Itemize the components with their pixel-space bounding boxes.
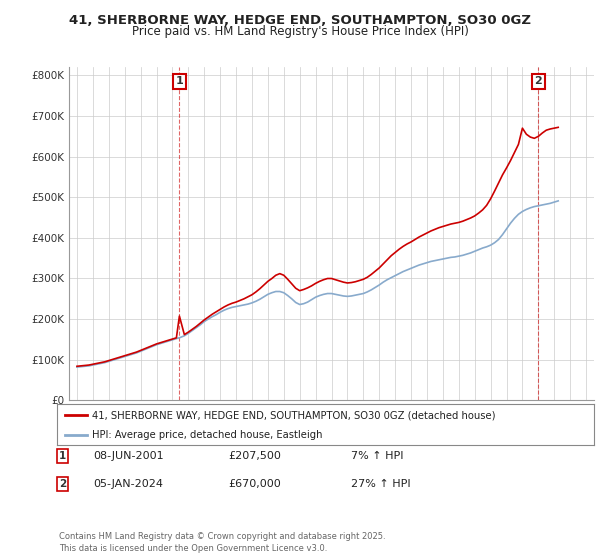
Text: £207,500: £207,500 (228, 451, 281, 461)
Text: 08-JUN-2001: 08-JUN-2001 (93, 451, 164, 461)
Text: 1: 1 (59, 451, 66, 461)
Text: Price paid vs. HM Land Registry's House Price Index (HPI): Price paid vs. HM Land Registry's House … (131, 25, 469, 38)
Text: 1: 1 (176, 76, 183, 86)
Text: 41, SHERBORNE WAY, HEDGE END, SOUTHAMPTON, SO30 0GZ (detached house): 41, SHERBORNE WAY, HEDGE END, SOUTHAMPTO… (92, 410, 496, 421)
Text: £670,000: £670,000 (228, 479, 281, 489)
Text: 2: 2 (59, 479, 66, 489)
Text: Contains HM Land Registry data © Crown copyright and database right 2025.
This d: Contains HM Land Registry data © Crown c… (59, 533, 385, 553)
Text: HPI: Average price, detached house, Eastleigh: HPI: Average price, detached house, East… (92, 430, 322, 440)
Text: 41, SHERBORNE WAY, HEDGE END, SOUTHAMPTON, SO30 0GZ: 41, SHERBORNE WAY, HEDGE END, SOUTHAMPTO… (69, 14, 531, 27)
Text: 2: 2 (535, 76, 542, 86)
Text: 05-JAN-2024: 05-JAN-2024 (93, 479, 163, 489)
Text: 27% ↑ HPI: 27% ↑ HPI (351, 479, 410, 489)
Text: 7% ↑ HPI: 7% ↑ HPI (351, 451, 404, 461)
